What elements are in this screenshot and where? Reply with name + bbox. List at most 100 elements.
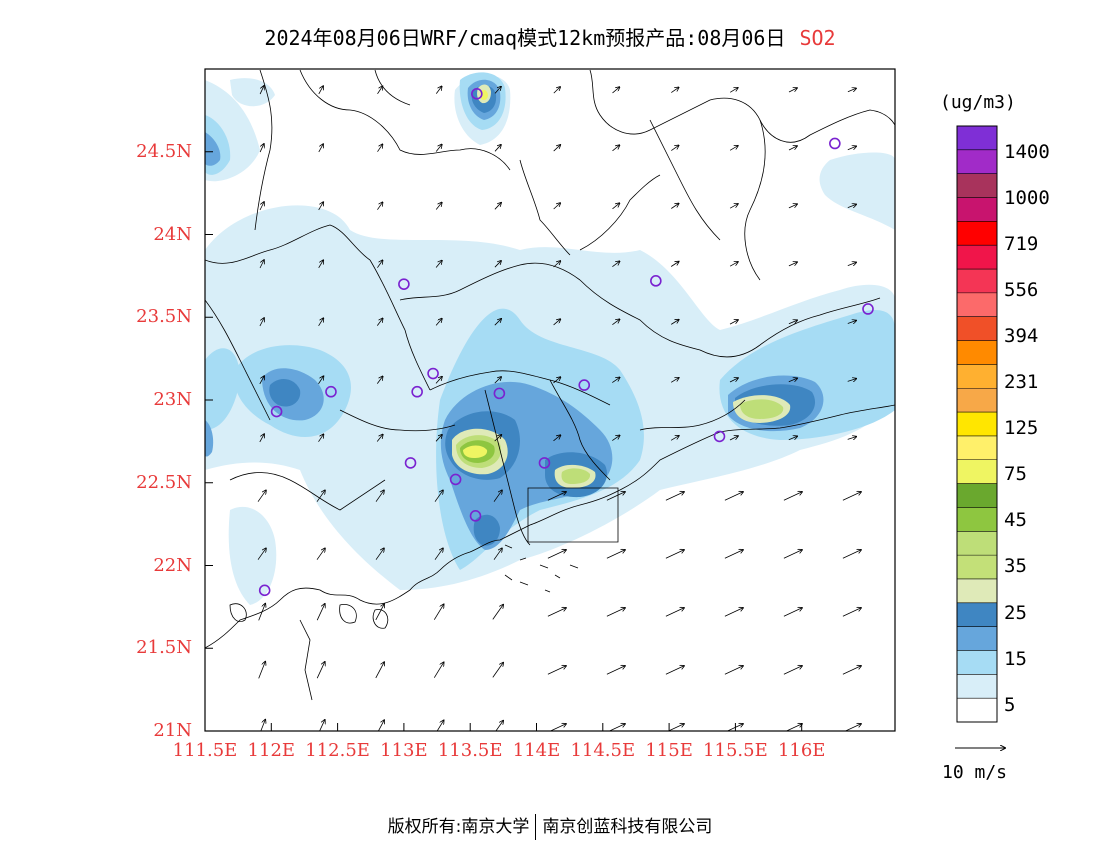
wind-arrow: [553, 261, 561, 268]
wind-arrow: [724, 666, 743, 675]
wind-arrow: [377, 202, 382, 210]
wind-arrow: [319, 720, 325, 731]
wind-arrow: [783, 608, 802, 617]
wind-arrow: [316, 604, 325, 621]
colorbar-swatch: [957, 650, 997, 675]
colorbar-label: 75: [1004, 463, 1027, 486]
wind-arrow: [783, 666, 802, 675]
wind-arrow: [729, 378, 738, 383]
lat-tick-label: 21.5N: [136, 637, 192, 659]
copyright-left: 版权所有:南京大学: [387, 817, 530, 837]
wind-arrow: [318, 434, 324, 442]
wind-arrow: [612, 145, 620, 152]
lat-tick-label: 24.5N: [136, 140, 192, 162]
colorbar-label: 231: [1004, 371, 1039, 394]
lon-tick-label: 114E: [512, 740, 561, 761]
wind-arrow: [671, 204, 678, 209]
wind-arrow: [612, 319, 619, 326]
colorbar-swatch: [957, 626, 997, 651]
colorbar-label: 1400: [1004, 141, 1050, 163]
colorbar-label: 25: [1004, 601, 1027, 624]
colorbar-label: 1000: [1004, 187, 1050, 210]
wind-arrow: [433, 662, 443, 678]
wind-arrow: [376, 318, 382, 326]
wind-arrow: [665, 550, 684, 559]
wind-arrow: [670, 378, 679, 383]
station-marker: [538, 457, 551, 469]
wind-arrow: [435, 261, 442, 268]
wind-arrow: [377, 260, 382, 268]
wind-arrow: [494, 145, 501, 152]
colorbar-swatch: [957, 412, 997, 437]
colorbar-swatch: [957, 507, 997, 532]
lat-tick-label: 23.5N: [136, 306, 192, 328]
lon-tick-label: 115E: [645, 740, 693, 761]
colorbar-swatch: [957, 316, 997, 341]
pollutant-label: SO2: [799, 26, 836, 50]
reference-wind-label: 10 m/s: [942, 762, 1008, 783]
wind-arrow: [842, 492, 861, 501]
wind-arrow: [729, 146, 738, 151]
wind-arrow: [724, 550, 743, 559]
wind-arrow: [493, 548, 502, 560]
colorbar-label: 556: [1004, 279, 1039, 302]
wind-arrow: [318, 86, 323, 95]
colorbar-label: 35: [1004, 555, 1027, 578]
wind-arrow: [842, 666, 861, 675]
wind-arrow: [606, 666, 625, 675]
wind-arrow: [729, 88, 738, 93]
wind-arrow: [553, 203, 561, 210]
wind-arrow: [724, 608, 743, 617]
wind-arrow: [847, 204, 856, 207]
wind-arrow: [783, 550, 802, 559]
boundaries: [205, 69, 895, 701]
wind-arrow: [435, 86, 441, 94]
wind-arrow: [612, 203, 620, 210]
wind-arrow: [553, 87, 560, 94]
wind-arrow: [612, 87, 620, 94]
map-title: 2024年08月06日WRF/cmaq模式12km预报产品:08月06日 SO2: [0, 22, 1100, 51]
wind-arrow: [665, 608, 684, 617]
wind-arrow: [494, 435, 502, 442]
wind-arrow: [788, 204, 797, 209]
wind-arrow: [553, 145, 561, 152]
title-text: 2024年08月06日WRF/cmaq模式12km预报产品:08月06日: [264, 26, 786, 50]
wind-arrow: [671, 87, 678, 93]
wind-arrow: [847, 88, 856, 93]
colorbar-label: 125: [1004, 417, 1039, 440]
station-marker: [258, 584, 271, 597]
wind-arrow: [376, 435, 383, 442]
copyright-right: 南京创蓝科技有限公司: [542, 817, 713, 837]
station-marker: [471, 88, 483, 100]
lon-tick-label: 112E: [247, 740, 296, 761]
wind-arrow: [259, 434, 264, 443]
colorbar-swatch: [957, 126, 997, 151]
wind-arrow: [259, 376, 264, 385]
wind-arrow: [612, 435, 619, 441]
wind-arrow: [847, 146, 856, 151]
wind-arrow: [847, 437, 857, 440]
colorbar-swatch: [957, 555, 997, 580]
colorbar-swatch: [957, 292, 997, 317]
colorbar-swatch: [957, 197, 997, 222]
colorbar-swatch: [957, 221, 997, 246]
wind-arrow: [788, 262, 797, 267]
station-marker: [469, 510, 482, 522]
wind-arrow: [670, 436, 679, 441]
wind-arrow: [318, 376, 324, 385]
wind-arrow: [788, 436, 797, 441]
wind-arrow: [788, 378, 797, 383]
wind-arrow: [494, 87, 501, 94]
wind-arrow: [434, 490, 443, 502]
tick-marks: [204, 151, 803, 732]
wind-arrow: [665, 666, 684, 675]
wind-arrow: [606, 550, 625, 559]
wind-arrow: [258, 662, 266, 679]
colorbar-swatch: [957, 579, 997, 604]
lon-tick-label: 113.5E: [437, 740, 503, 761]
wind-arrow: [434, 548, 443, 560]
colorbar-swatch: [957, 483, 997, 508]
colorbar-swatch: [957, 149, 997, 174]
colorbar-unit: (ug/m3): [940, 92, 1016, 113]
